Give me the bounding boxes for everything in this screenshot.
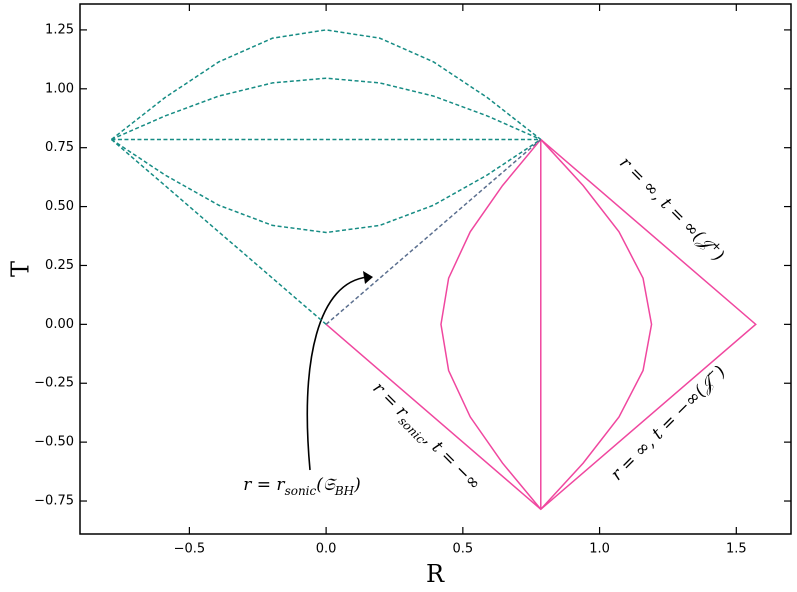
annotation: r = ∞, t = ∞(𝒥+​)	[615, 151, 730, 266]
plot-frame	[79, 3, 792, 535]
arrow-head	[363, 271, 373, 284]
annotation: r = ∞, t = −∞(𝒥−​)	[605, 360, 730, 485]
y-tick-label: −0.75	[34, 494, 74, 509]
y-tick-label: 0.00	[45, 317, 74, 332]
data-line	[325, 138, 542, 325]
annotation-sub: BH	[334, 484, 355, 498]
annotation: r = rsonic​, t = −∞	[366, 378, 484, 496]
annotation-text: , t = −∞	[420, 430, 484, 494]
annotation-sub: sonic	[285, 484, 317, 498]
y-tick-label: 1.25	[45, 22, 74, 37]
y-tick-label: −0.50	[34, 435, 74, 450]
y-tick-label: 0.25	[45, 258, 74, 273]
y-tick-label: 1.00	[45, 81, 74, 96]
x-tick-label: 0.0	[316, 542, 337, 557]
data-line	[110, 138, 327, 325]
data-line	[540, 138, 653, 510]
annotation-text: )	[353, 475, 361, 495]
arrow	[306, 276, 369, 471]
x-tick-label: 1.0	[589, 542, 610, 557]
x-tick-label: 0.5	[453, 542, 474, 557]
data-line	[110, 29, 542, 141]
annotation-text: r = ∞, t = ∞(𝒥	[615, 153, 720, 258]
y-axis-label: T	[7, 261, 35, 277]
x-tick-label: −0.5	[174, 542, 206, 557]
y-tick-label: −0.25	[34, 376, 74, 391]
y-tick-label: 0.75	[45, 140, 74, 155]
annotation-text: r = ∞, t = −∞(𝒥	[607, 370, 722, 485]
data-line	[111, 138, 542, 234]
y-tick-label: 0.50	[45, 199, 74, 214]
annotation-text: (𝔖	[316, 475, 338, 495]
data-line	[325, 138, 757, 511]
annotation: r = rsonic​(𝔖BH​)	[243, 475, 361, 498]
data-line	[440, 138, 542, 510]
x-tick-label: 1.5	[726, 542, 747, 557]
data-line	[111, 77, 542, 141]
x-axis-label: R	[426, 560, 445, 588]
annotation-text: r = r	[243, 475, 285, 495]
